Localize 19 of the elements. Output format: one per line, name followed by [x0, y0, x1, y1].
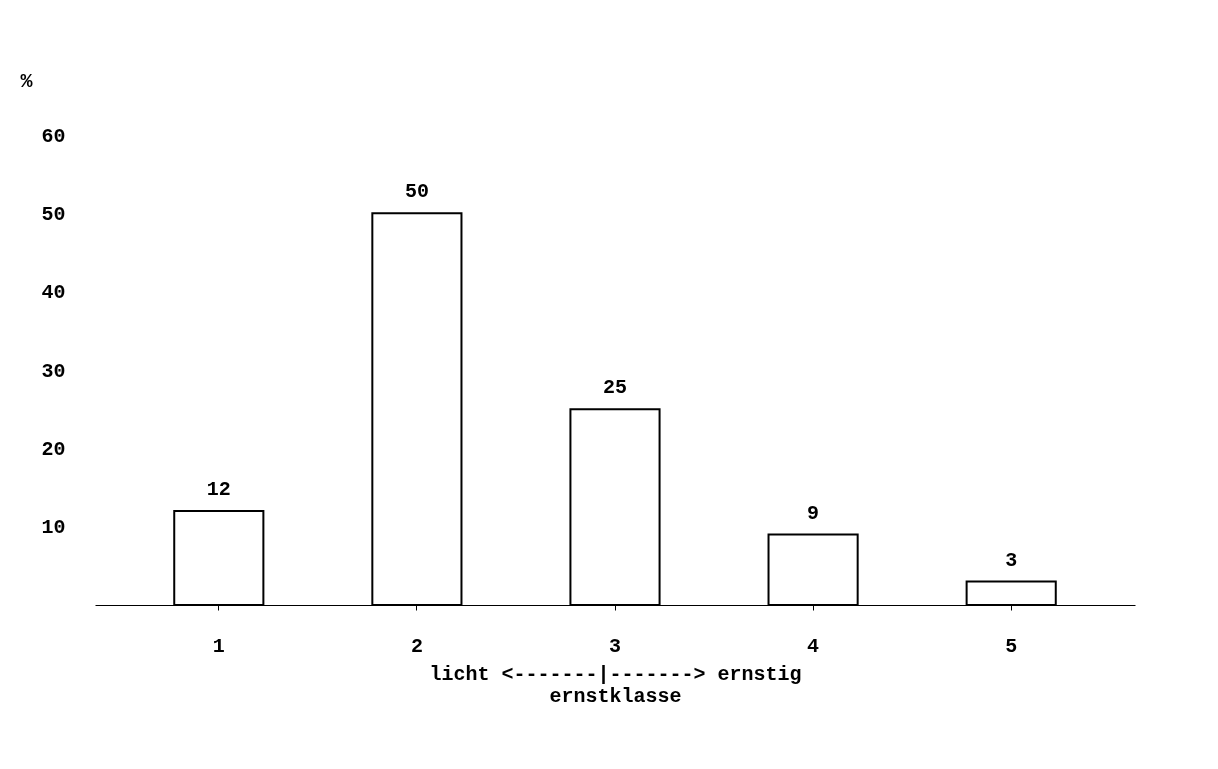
- y-tick-label: 20: [41, 437, 66, 461]
- text: licht <-------|-------> ernstig: [429, 662, 802, 686]
- y-tick-label: 30: [41, 359, 66, 383]
- y-tick-label: 10: [41, 516, 66, 540]
- y-tick-label: 40: [41, 281, 66, 305]
- data-label: 25: [602, 376, 628, 400]
- x-tick-label: 5: [1005, 634, 1018, 658]
- x-tick-label: 2: [410, 634, 423, 658]
- x-tick-label: 4: [807, 634, 820, 658]
- data-label: 3: [1005, 548, 1018, 572]
- x-tick-label: 1: [212, 634, 225, 658]
- data-label: 50: [404, 180, 429, 204]
- data-label: 12: [206, 478, 231, 501]
- x-axis-title: ernstklasse: [549, 684, 682, 708]
- y-tick-label: 50: [41, 202, 66, 226]
- data-label: 9: [807, 501, 820, 525]
- x-tick-label: 3: [608, 634, 622, 658]
- y-tick-label: 60: [41, 124, 66, 148]
- y-axis-title: %: [20, 69, 34, 93]
